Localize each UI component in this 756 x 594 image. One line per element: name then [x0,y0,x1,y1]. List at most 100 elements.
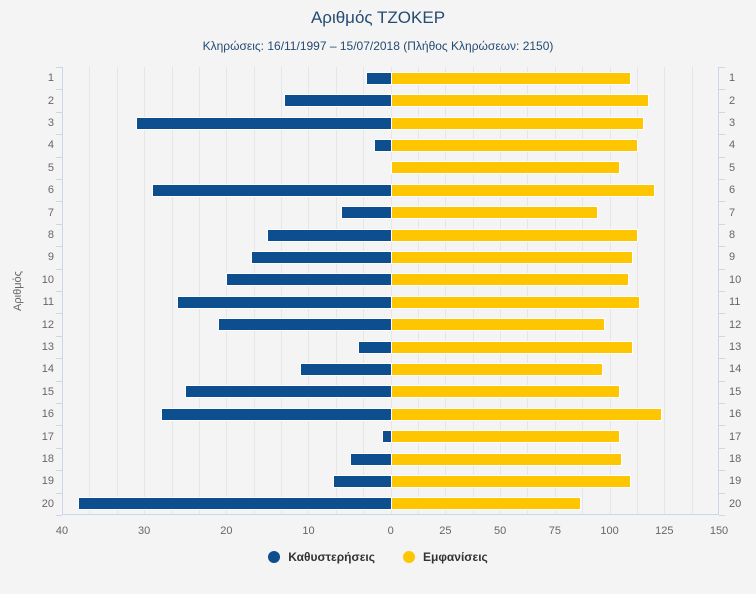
category-label-right-11: 11 [729,296,741,309]
category-label-right-8: 8 [729,229,736,241]
gridline [472,67,474,515]
bar-Εμφανίσεις-9[interactable] [390,250,634,264]
category-label-right-14: 14 [729,363,742,376]
axis-tick-left [56,89,62,90]
bar-Καθυστερήσεις-11[interactable] [177,295,393,309]
axis-tick-left [56,201,62,202]
axis-tick-right [719,515,725,516]
gridline [253,67,255,515]
gridline [582,67,584,515]
bar-Εμφανίσεις-1[interactable] [390,71,632,85]
category-label-right-16: 16 [729,408,742,421]
value-axis-label-100: 100 [600,525,619,537]
bar-Εμφανίσεις-17[interactable] [390,430,621,444]
bar-Εμφανίσεις-10[interactable] [390,273,630,287]
axis-tick-right [719,448,725,449]
axis-tick-right [719,403,725,404]
category-label-left-17: 17 [41,430,54,443]
category-label-right-17: 17 [729,430,742,443]
gridline [363,67,365,515]
axis-tick-right [719,246,725,247]
bar-Καθυστερήσεις-12[interactable] [218,318,393,332]
category-label-right-12: 12 [729,318,742,331]
gridline [226,67,228,515]
gridline [691,67,693,515]
gridline [89,67,91,515]
bar-Καθυστερήσεις-6[interactable] [152,183,393,197]
bar-Εμφανίσεις-14[interactable] [390,362,603,376]
bar-Εμφανίσεις-12[interactable] [390,318,605,332]
bar-Καθυστερήσεις-1[interactable] [366,71,393,85]
axis-tick-right [719,269,725,270]
category-axis-line-left [62,67,63,515]
category-label-left-16: 16 [41,408,54,421]
axis-tick-right [719,358,725,359]
axis-tick-right [719,336,725,337]
category-label-right-6: 6 [729,184,736,197]
bar-Καθυστερήσεις-18[interactable] [349,452,393,466]
axis-tick-right [719,157,725,158]
bar-Εμφανίσεις-15[interactable] [390,385,621,399]
bar-Καθυστερήσεις-14[interactable] [300,362,393,376]
gridline [308,67,310,515]
bar-Εμφανίσεις-18[interactable] [390,452,623,466]
gridline [445,67,447,515]
bar-Εμφανίσεις-6[interactable] [390,183,656,197]
category-label-right-20: 20 [729,497,742,510]
category-label-right-13: 13 [729,341,742,353]
category-label-left-13: 13 [41,341,54,353]
bar-Καθυστερήσεις-19[interactable] [333,474,393,488]
plot-area: 1 1 2 2 3 3 4 4 5 5 6 6 7 7 8 8 9 9 10 10 11 11 12 12 13 13 14 14 15… [42,67,741,537]
axis-tick-right [719,67,725,68]
value-axis-label-20: 20 [220,525,233,537]
category-label-right-3: 3 [729,117,736,129]
bar-Καθυστερήσεις-20[interactable] [78,497,393,511]
bar-Εμφανίσεις-2[interactable] [390,94,649,108]
bar-Εμφανίσεις-8[interactable] [390,228,638,242]
axis-tick-left [56,134,62,135]
category-label-right-18: 18 [729,453,742,465]
category-label-left-6: 6 [47,184,54,197]
axis-tick-left [56,179,62,180]
category-label-left-12: 12 [41,318,54,331]
value-axis-label-0: 0 [387,525,394,537]
category-label-right-1: 1 [729,72,736,85]
bar-Εμφανίσεις-3[interactable] [390,116,645,130]
bar-Εμφανίσεις-20[interactable] [390,497,581,511]
bar-Καθυστερήσεις-3[interactable] [135,116,393,130]
bar-Καθυστερήσεις-9[interactable] [251,250,393,264]
bar-Εμφανίσεις-13[interactable] [390,340,634,354]
bar-Καθυστερήσεις-10[interactable] [226,273,393,287]
bar-Καθυστερήσεις-8[interactable] [267,228,393,242]
category-label-right-5: 5 [729,161,736,174]
axis-tick-left [56,112,62,113]
bar-Εμφανίσεις-7[interactable] [390,206,599,220]
category-label-right-9: 9 [729,251,736,264]
category-label-left-3: 3 [47,117,54,129]
bar-Καθυστερήσεις-13[interactable] [357,340,393,354]
bar-Καθυστερήσεις-2[interactable] [283,94,393,108]
axis-tick-left [56,67,62,68]
legend-item-delays[interactable]: Καθυστερήσεις [268,550,375,564]
bar-Καθυστερήσεις-16[interactable] [160,407,393,421]
category-label-left-4: 4 [47,139,54,152]
legend-item-appearances[interactable]: Εμφανίσεις [402,550,488,564]
gridline [527,67,529,515]
axis-tick-left [56,358,62,359]
category-label-left-14: 14 [41,363,54,376]
bar-Καθυστερήσεις-7[interactable] [341,206,393,220]
axis-tick-left [56,515,62,516]
axis-tick-left [56,470,62,471]
bar-Εμφανίσεις-5[interactable] [390,161,621,175]
bar-Εμφανίσεις-4[interactable] [390,138,638,152]
axis-tick-left [56,381,62,382]
gridline [417,67,419,515]
bar-Καθυστερήσεις-15[interactable] [185,385,393,399]
gridline [500,67,501,515]
category-label-right-7: 7 [729,206,736,219]
bar-Εμφανίσεις-11[interactable] [390,295,640,309]
bar-Εμφανίσεις-16[interactable] [390,407,662,421]
bar-Εμφανίσεις-19[interactable] [390,474,632,488]
value-axis-label-125: 125 [655,525,674,537]
